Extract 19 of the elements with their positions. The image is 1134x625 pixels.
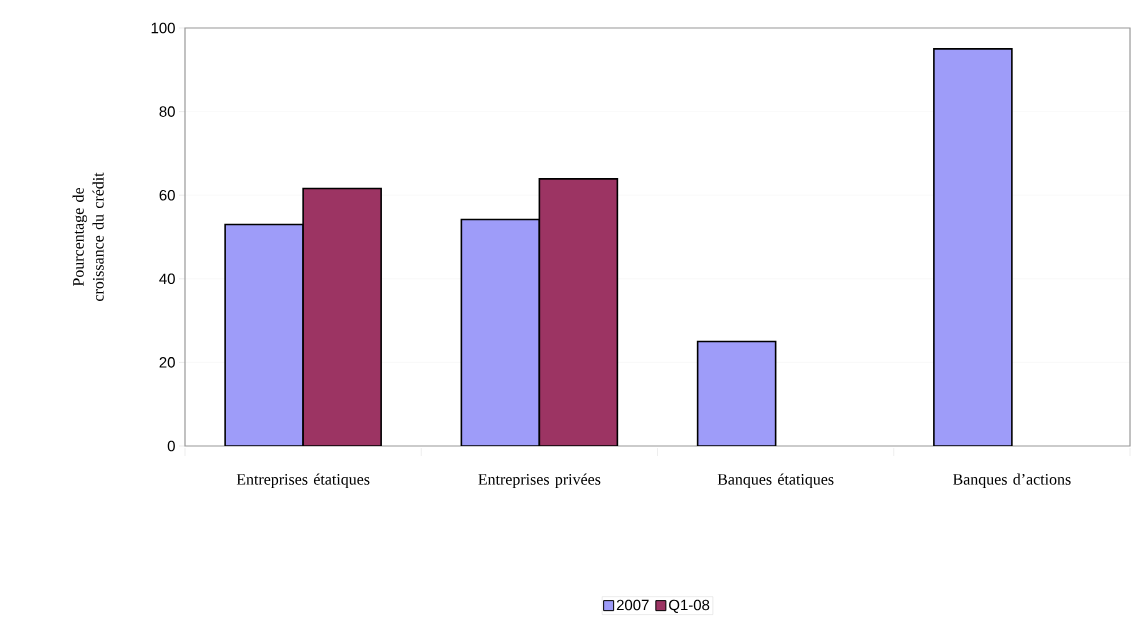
y-tick-label: 80 <box>159 106 175 117</box>
bar <box>302 187 382 446</box>
legend-label: 2007 <box>616 599 649 611</box>
x-tick-label: Entreprises privées <box>478 473 601 488</box>
y-tick-label: 60 <box>159 189 175 201</box>
bar <box>224 223 304 446</box>
y-tick-label: 40 <box>159 273 175 285</box>
bar <box>696 340 777 446</box>
bar <box>538 178 619 446</box>
bar <box>933 48 1013 446</box>
x-tick-label: Banques d’actions <box>953 473 1071 488</box>
y-tick-label: 20 <box>159 357 175 368</box>
y-axis-title: Pourcentage de croissance du crédit <box>72 172 104 302</box>
legend-label: Q1-08 <box>669 599 710 613</box>
x-tick-label: Entreprises étatiques <box>236 473 370 488</box>
y-tick-label: 0 <box>167 440 175 452</box>
bar <box>460 218 541 446</box>
x-tick-label: Banques étatiques <box>717 473 834 488</box>
y-tick-label: 100 <box>151 22 175 34</box>
